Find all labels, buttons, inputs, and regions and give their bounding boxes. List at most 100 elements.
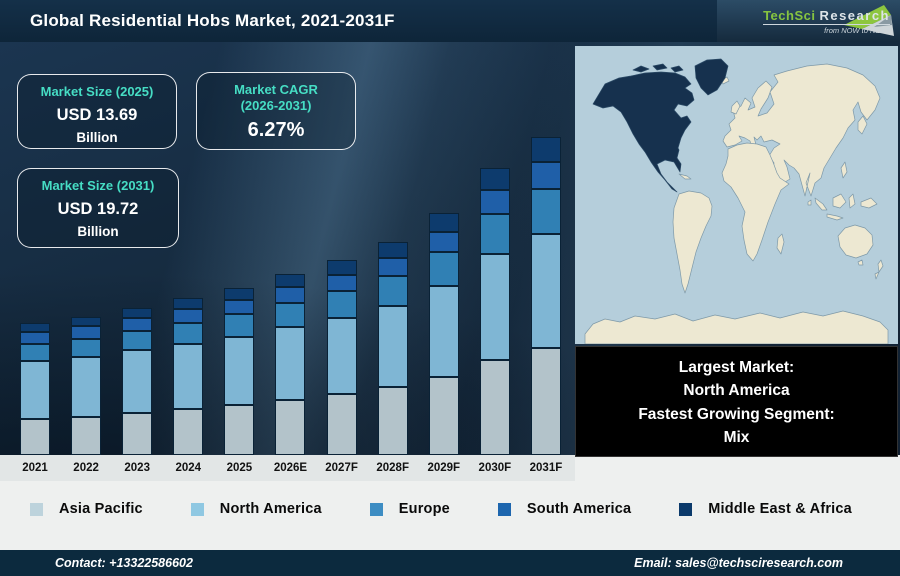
segment-south-america [377,257,408,277]
island-borneo [832,193,847,209]
stat-value: USD 19.72 [57,200,139,219]
footer-email: Email: sales@techsciresearch.com [634,556,843,570]
world-map [575,46,898,344]
segment-south-america [428,231,459,253]
legend-item-south-america: South America [497,501,632,517]
logo-brand-secondary: Research [819,7,890,23]
legend-swatch-south-america [497,502,511,516]
segment-south-america [122,318,153,331]
segment-north-america [428,285,459,377]
stat-market-cagr: Market CAGR (2026-2031) 6.27% [196,72,356,150]
bar-2025 [224,288,255,455]
segment-north-america [71,356,102,417]
segment-north-america [275,327,306,400]
legend-item-europe: Europe [369,501,450,517]
segment-asia-pacific [173,409,204,455]
info-line: Fastest Growing Segment: [638,405,835,423]
region-greenland-highlight [694,58,729,96]
segment-asia-pacific [71,416,102,455]
island-madagascar [776,233,785,255]
legend-label: Middle East & Africa [708,501,852,517]
island-tasmania [857,259,864,266]
island-sri-lanka [807,199,812,206]
info-line: Mix [723,428,750,446]
x-label-2028f: 2028F [376,462,409,474]
segment-europe [71,338,102,357]
segment-europe [479,213,510,255]
legend-item-north-america: North America [190,501,322,517]
segment-middle-east-africa [275,274,306,288]
region-eurasia [722,63,881,197]
page-title: Global Residential Hobs Market, 2021-203… [30,11,395,30]
island-cuba [678,173,692,180]
segment-south-america [530,161,561,189]
x-label-2021: 2021 [22,462,48,474]
region-australia [837,224,874,259]
legend-item-asia-pacific: Asia Pacific [30,501,143,517]
segment-north-america [122,350,153,414]
segment-europe [275,302,306,328]
bars [0,42,575,455]
bar-2023 [122,307,153,455]
segment-europe [530,188,561,234]
segment-south-america [173,309,204,323]
segment-asia-pacific [377,387,408,455]
segment-north-america [479,254,510,360]
region-south-america [672,190,713,294]
chart-legend: Asia Pacific North America Europe South Ame… [0,483,900,535]
world-map-panel [575,46,898,344]
x-label-2029f: 2029F [427,462,461,474]
segment-middle-east-africa [71,317,102,327]
segment-south-america [71,326,102,339]
segment-europe [428,252,459,286]
legend-label: South America [526,501,632,517]
bar-2029f [428,212,459,455]
segment-north-america [224,336,255,406]
segment-asia-pacific [224,405,255,455]
stat-unit: Billion [77,224,119,240]
stat-unit: Billion [76,130,118,146]
segment-middle-east-africa [173,297,204,310]
stat-label: Market CAGR [234,82,318,97]
x-label-2027f: 2027F [325,462,358,474]
segment-middle-east-africa [530,137,561,162]
legend-label: Asia Pacific [59,501,143,517]
segment-north-america [326,317,357,395]
segment-middle-east-africa [122,307,153,319]
techsci-logo: TechSci Research from NOW to NEXT [717,0,900,42]
island-new-zealand [874,259,884,280]
segment-north-america [530,233,561,348]
bar-2022 [71,317,102,455]
segment-south-america [224,299,255,315]
segment-asia-pacific [20,419,50,455]
bar-2030f [479,167,510,455]
segment-europe [224,314,255,337]
segment-europe [377,276,408,306]
logo-text: TechSci Research from NOW to NEXT [763,8,890,35]
stat-label: Market Size (2025) [40,84,154,99]
segment-north-america [173,343,204,410]
segment-europe [20,343,50,361]
region-antarctica [584,310,889,344]
legend-swatch-europe [369,502,383,516]
bar-2028f [377,242,408,455]
island-sumatra [814,197,828,211]
x-label-2024: 2024 [175,462,202,474]
segment-asia-pacific [326,394,357,455]
island-sulawesi [848,193,856,209]
stat-market-size-2031: Market Size (2031) USD 19.72 Billion [17,168,179,248]
segment-middle-east-africa [326,260,357,275]
segment-europe [326,291,357,318]
region-north-america-highlight [592,71,695,193]
segment-north-america [377,305,408,388]
stat-value: USD 13.69 [56,106,138,125]
segment-middle-east-africa [479,167,510,190]
bar-2027f [326,260,357,455]
stat-label-line2: (2026-2031) [240,98,312,114]
island-uk [730,100,741,115]
segment-middle-east-africa [377,242,408,258]
stat-market-size-2025: Market Size (2025) USD 13.69 Billion [17,74,177,149]
legend-swatch-asia-pacific [30,502,43,516]
segment-south-america [275,287,306,303]
legend-swatch-north-america [190,502,204,516]
